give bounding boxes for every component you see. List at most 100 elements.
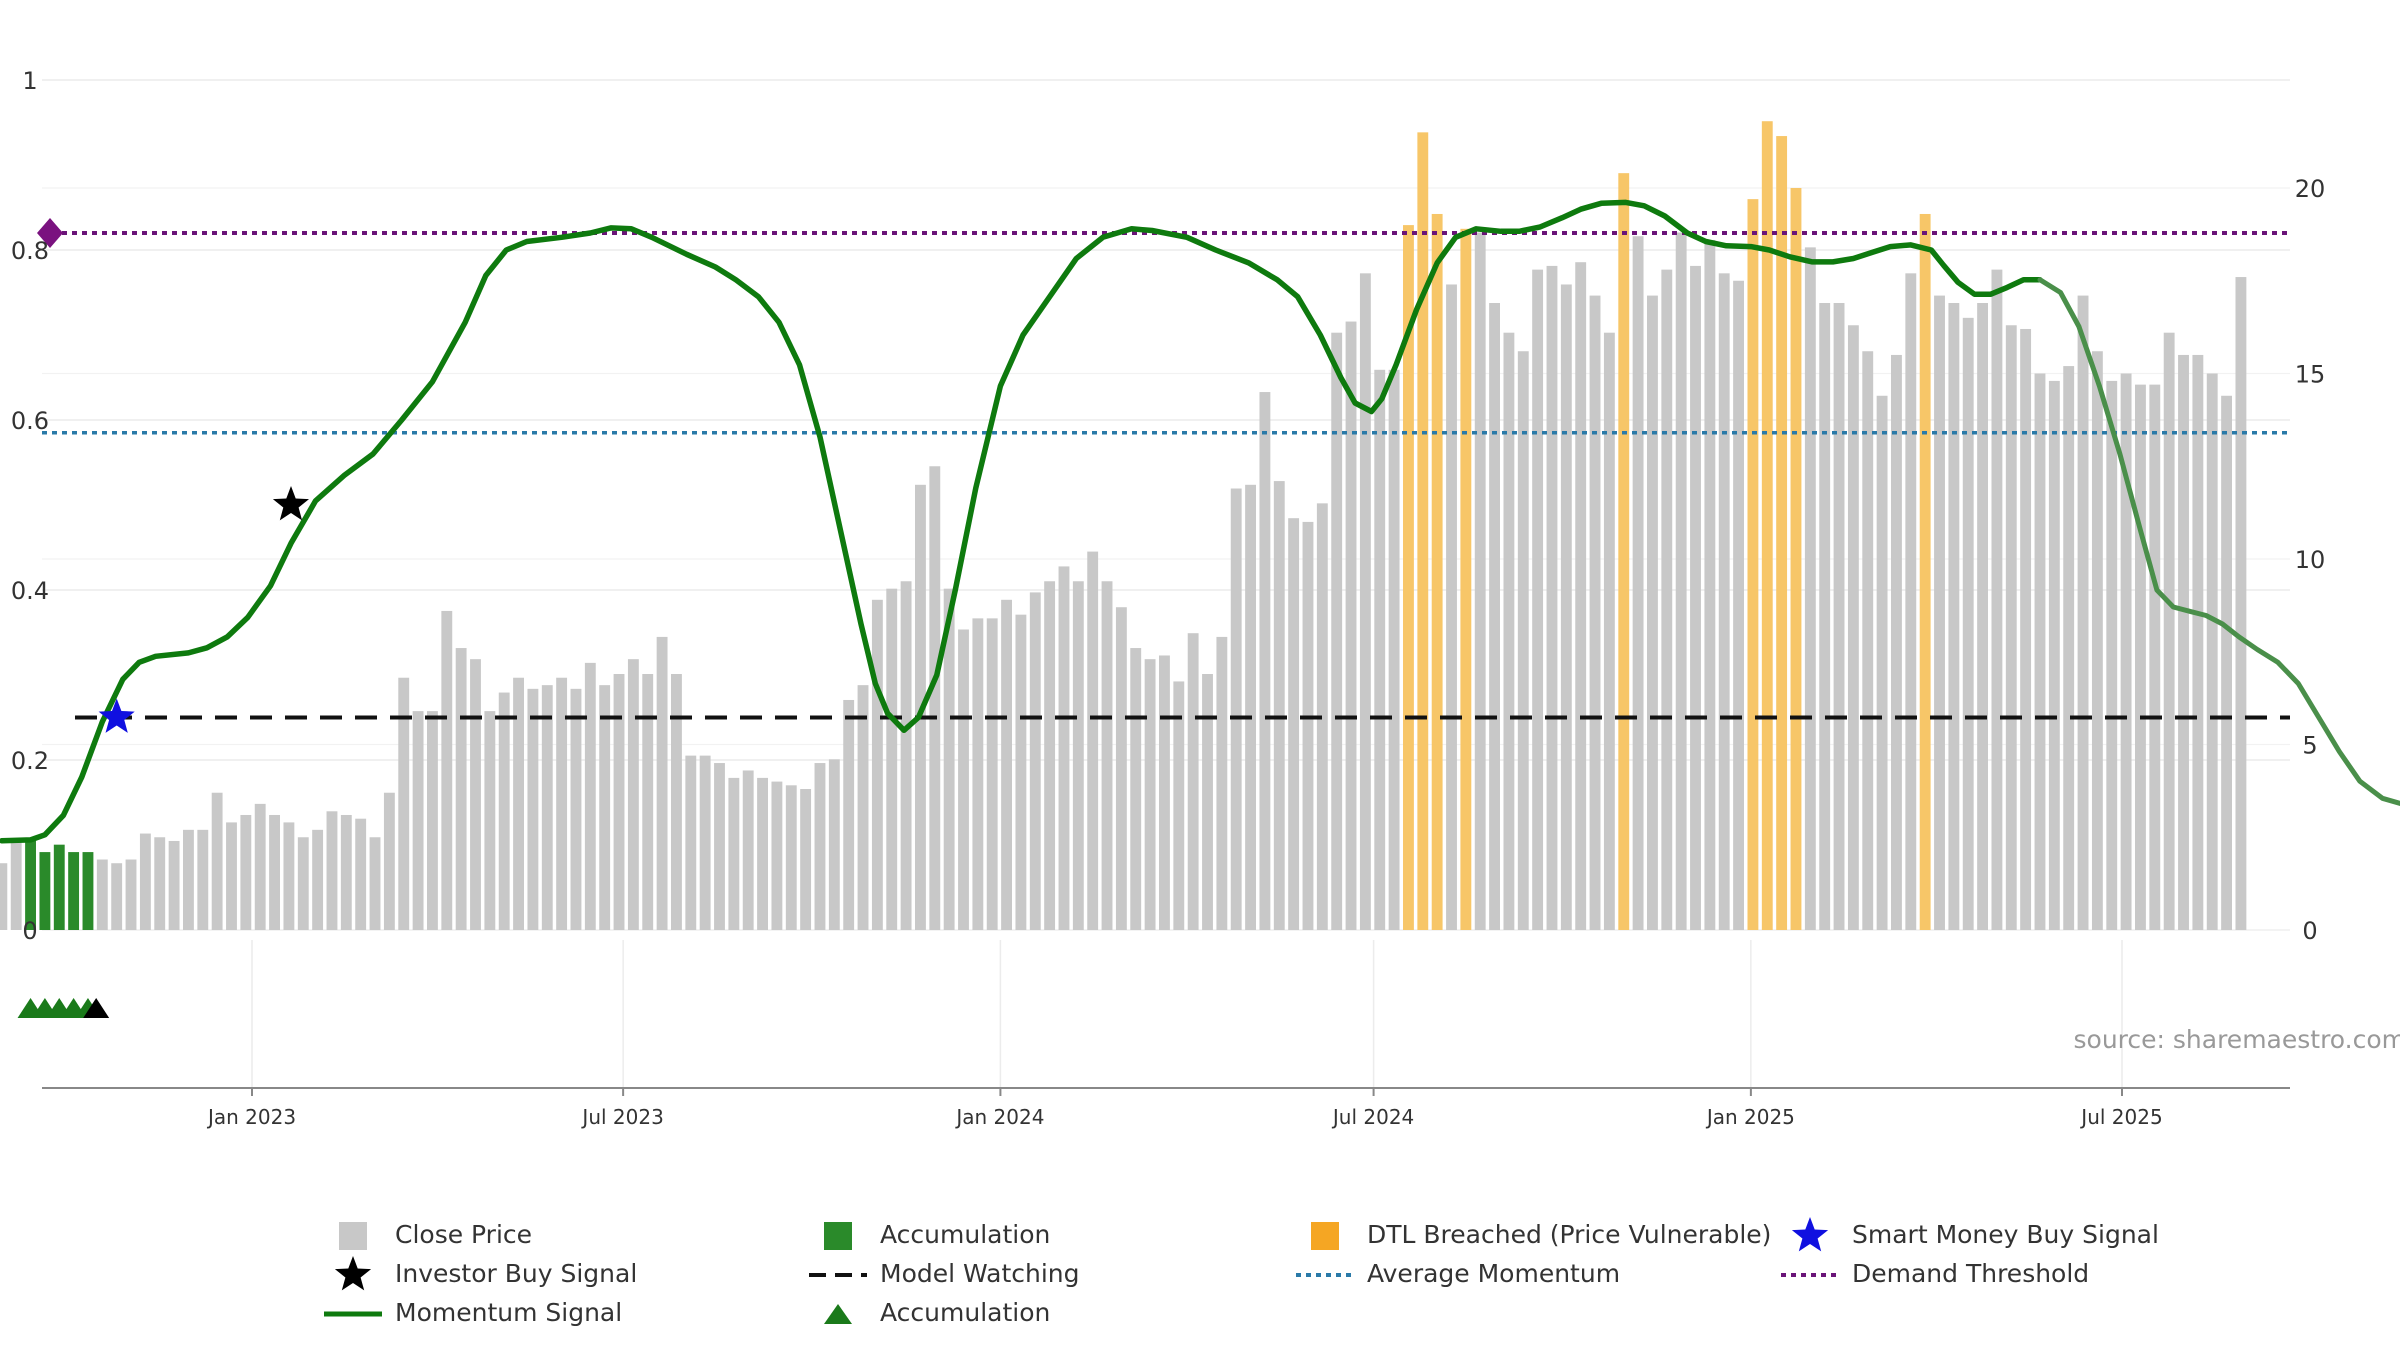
price-bar xyxy=(584,662,596,930)
price-bar xyxy=(2020,328,2032,931)
price-bar xyxy=(929,466,941,930)
price-bar xyxy=(742,770,754,930)
right-tick-label: 0 xyxy=(2302,917,2317,945)
price-bar xyxy=(1245,484,1256,930)
price-bar xyxy=(82,852,94,930)
price-bar xyxy=(843,699,855,930)
price-bar xyxy=(211,792,223,930)
price-bar xyxy=(139,833,151,930)
price-bars xyxy=(0,121,2247,931)
price-bar xyxy=(871,599,883,930)
price-bar xyxy=(1072,581,1084,930)
price-bar xyxy=(1130,648,1142,930)
price-bar xyxy=(1977,303,1989,930)
price-bar xyxy=(814,763,826,930)
price-bar xyxy=(1704,239,1716,930)
price-bar xyxy=(2005,325,2017,930)
price-bar xyxy=(1316,503,1328,930)
momentum-line-recent xyxy=(2037,277,2400,806)
price-bar xyxy=(226,822,237,930)
price-bar xyxy=(283,822,295,930)
price-bar xyxy=(1862,351,1874,930)
price-bar xyxy=(1173,681,1185,930)
price-bar xyxy=(125,859,137,930)
price-bar xyxy=(1187,633,1199,930)
price-bar xyxy=(197,829,209,930)
price-bar xyxy=(1015,614,1027,930)
price-bar xyxy=(771,781,783,930)
price-bar xyxy=(556,677,568,930)
price-bar xyxy=(1690,265,1701,930)
price-bar xyxy=(68,852,80,930)
price-bar xyxy=(972,618,984,930)
price-bar xyxy=(1532,269,1544,930)
price-bar xyxy=(900,581,912,930)
price-bar xyxy=(240,814,252,930)
price-bar xyxy=(886,588,898,930)
price-bar xyxy=(2206,373,2218,930)
price-bar xyxy=(1948,303,1960,930)
price-bar xyxy=(757,777,768,930)
price-bar xyxy=(2077,295,2089,931)
x-tick-label: Jan 2023 xyxy=(206,1105,296,1129)
price-bar xyxy=(383,792,395,930)
price-bar xyxy=(1819,303,1831,930)
price-bar xyxy=(1388,369,1400,930)
price-bar xyxy=(1718,273,1730,931)
price-bar xyxy=(10,840,22,930)
x-tick-label: Jul 2024 xyxy=(1331,1105,1414,1129)
price-bar xyxy=(1747,199,1759,930)
price-bar xyxy=(2235,277,2247,930)
price-bar xyxy=(1202,674,1213,930)
price-bar xyxy=(570,688,582,930)
price-bar xyxy=(2106,380,2118,930)
price-bar xyxy=(1273,481,1285,930)
price-bar xyxy=(1431,213,1443,931)
investor-buy-star xyxy=(272,486,309,521)
price-bar xyxy=(154,837,166,930)
price-bar xyxy=(369,837,381,930)
price-bar xyxy=(1503,332,1515,930)
price-bar xyxy=(1876,395,1888,930)
accumulation-triangle-black xyxy=(83,998,110,1018)
price-bar xyxy=(1905,273,1917,931)
price-bar xyxy=(484,711,496,930)
price-bar xyxy=(1575,262,1587,930)
price-bar xyxy=(498,692,510,930)
price-bar xyxy=(1489,303,1500,930)
price-bar xyxy=(1029,592,1041,930)
price-bar xyxy=(1288,518,1300,930)
price-bar xyxy=(1216,636,1228,930)
left-tick-label: 0.6 xyxy=(11,407,49,435)
right-tick-label: 20 xyxy=(2295,175,2326,203)
price-bar xyxy=(297,837,309,930)
x-tick-label: Jan 2024 xyxy=(954,1105,1044,1129)
price-bar xyxy=(1417,132,1429,931)
right-tick-label: 5 xyxy=(2302,732,2317,760)
price-bar xyxy=(714,763,725,930)
price-bar xyxy=(1934,295,1945,931)
price-bar xyxy=(326,811,338,930)
price-bar xyxy=(254,803,266,930)
price-bar xyxy=(986,618,998,930)
price-bar xyxy=(96,859,108,930)
price-bar xyxy=(412,711,424,930)
price-bar xyxy=(2192,354,2204,930)
price-bar xyxy=(1403,225,1414,931)
price-bar xyxy=(857,685,869,930)
price-bar xyxy=(25,840,36,930)
demand-threshold-marker xyxy=(37,218,63,248)
left-tick-label: 0.4 xyxy=(11,577,49,605)
left-tick-label: 1 xyxy=(22,67,37,95)
price-bar xyxy=(1374,369,1386,930)
price-bar xyxy=(785,785,797,930)
price-bar xyxy=(1618,173,1630,930)
price-bar xyxy=(1560,284,1572,931)
momentum-line xyxy=(0,199,2043,844)
price-bar xyxy=(1991,269,2003,930)
price-bar xyxy=(958,629,969,930)
price-bar xyxy=(1058,566,1070,930)
price-bar xyxy=(1603,332,1615,930)
right-tick-label: 15 xyxy=(2295,361,2326,389)
price-bar xyxy=(2091,351,2103,930)
